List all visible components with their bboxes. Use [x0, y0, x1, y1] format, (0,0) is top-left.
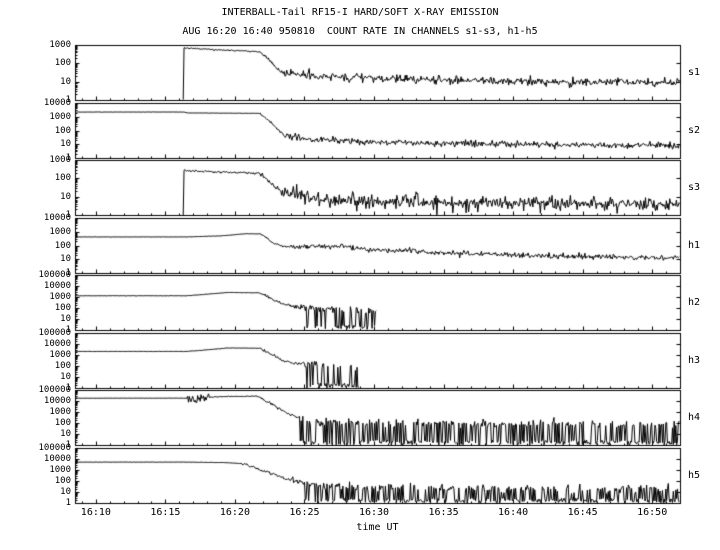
y-tick-label: 1: [65, 325, 71, 335]
y-tick-label: 10000: [43, 396, 71, 406]
x-tick-label: 16:10: [80, 507, 111, 518]
y-tick-label: 1: [65, 440, 71, 450]
panel-label-s2: s2: [688, 124, 701, 136]
y-tick-label: 10: [60, 191, 71, 202]
y-tick-label: 10: [60, 76, 71, 87]
y-tick-label: 100: [54, 125, 71, 136]
x-tick-label: 16:50: [637, 507, 668, 518]
chart-title: INTERBALL-Tail RF15-I HARD/SOFT X-RAY EM…: [221, 7, 499, 18]
y-tick-label: 1: [65, 383, 71, 393]
y-tick-label: 1000: [49, 111, 71, 122]
y-tick-label: 1000: [49, 226, 71, 237]
x-tick-label: 16:25: [289, 507, 320, 518]
y-tick-label: 1000: [49, 292, 71, 302]
y-tick-label: 100: [54, 240, 71, 251]
panel-label-h2: h2: [688, 296, 701, 308]
y-tick-label: 100000: [38, 270, 71, 280]
y-tick-label: 100: [54, 418, 71, 428]
y-tick-label: 100: [54, 476, 71, 486]
panel-label-s3: s3: [688, 181, 701, 193]
panel-label-h4: h4: [688, 411, 701, 423]
y-tick-label: 10000: [43, 281, 71, 291]
x-tick-label: 16:20: [219, 507, 250, 518]
panel-label-h5: h5: [688, 469, 701, 481]
panel-label-h1: h1: [688, 239, 701, 251]
y-tick-label: 1: [65, 268, 71, 278]
y-tick-label: 100: [54, 361, 71, 371]
y-tick-label: 10: [60, 254, 71, 265]
y-tick-label: 100: [54, 173, 71, 184]
y-tick-label: 10000: [43, 454, 71, 464]
x-tick-label: 16:40: [498, 507, 529, 518]
y-tick-label: 1: [65, 153, 71, 163]
y-tick-label: 10000: [43, 339, 71, 349]
y-tick-label: 100: [54, 58, 71, 69]
x-tick-label: 16:35: [428, 507, 459, 518]
y-tick-label: 1: [65, 210, 71, 220]
y-tick-label: 10: [60, 487, 71, 497]
x-tick-label: 16:45: [567, 507, 598, 518]
y-tick-label: 100000: [38, 443, 71, 453]
y-tick-label: 1000: [49, 407, 71, 417]
x-tick-label: 16:15: [150, 507, 181, 518]
chart-subtitle: AUG 16:20 16:40 950810 COUNT RATE IN CHA…: [182, 26, 538, 37]
x-tick-label: 16:30: [358, 507, 390, 518]
y-tick-label: 1: [65, 95, 71, 105]
x-axis-label: time UT: [356, 522, 399, 533]
y-tick-label: 100: [54, 303, 71, 313]
y-tick-label: 1000: [49, 350, 71, 360]
y-tick-label: 1000: [49, 155, 71, 165]
panel-label-s1: s1: [688, 66, 701, 78]
panel-label-h3: h3: [688, 354, 701, 366]
y-tick-label: 10: [60, 372, 71, 382]
y-tick-label: 1000: [49, 465, 71, 475]
y-tick-label: 1: [65, 498, 71, 508]
y-tick-label: 10: [60, 429, 71, 439]
y-tick-label: 10000: [43, 98, 71, 108]
y-tick-label: 100000: [38, 328, 71, 338]
y-tick-label: 100000: [38, 385, 71, 395]
y-tick-label: 10: [60, 139, 71, 150]
y-tick-label: 10: [60, 314, 71, 324]
y-tick-label: 1000: [49, 40, 71, 50]
y-tick-label: 10000: [43, 213, 71, 223]
